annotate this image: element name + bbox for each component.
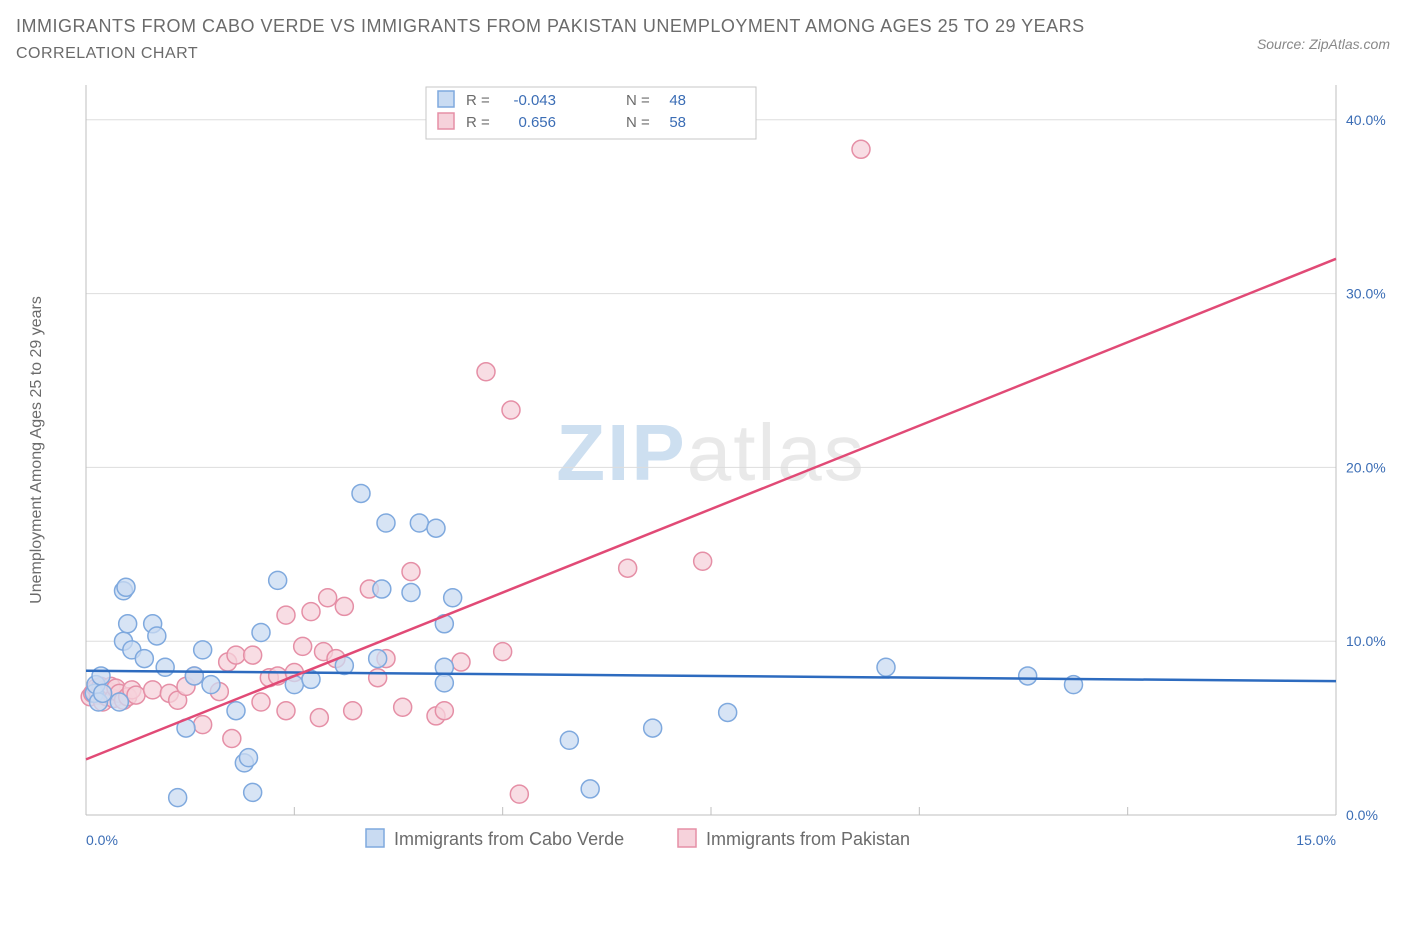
chart-title: IMMIGRANTS FROM CABO VERDE VS IMMIGRANTS… xyxy=(16,16,1085,37)
legend-r-label: R = xyxy=(466,114,490,131)
watermark: ZIPatlas xyxy=(556,408,865,497)
point-pakistan xyxy=(227,646,245,664)
point-pakistan xyxy=(435,702,453,720)
point-pakistan xyxy=(194,716,212,734)
point-pakistan xyxy=(402,563,420,581)
point-cabo_verde xyxy=(410,514,428,532)
point-cabo_verde xyxy=(427,519,445,537)
point-cabo_verde xyxy=(644,719,662,737)
legend-n-label: N = xyxy=(626,92,650,109)
legend-bottom-swatch-cabo_verde xyxy=(366,829,384,847)
point-cabo_verde xyxy=(117,578,135,596)
point-cabo_verde xyxy=(244,783,262,801)
point-cabo_verde xyxy=(240,749,258,767)
point-cabo_verde xyxy=(719,703,737,721)
legend-r-label: R = xyxy=(466,92,490,109)
point-pakistan xyxy=(502,401,520,419)
point-cabo_verde xyxy=(135,650,153,668)
point-cabo_verde xyxy=(444,589,462,607)
point-pakistan xyxy=(310,709,328,727)
source-credit: Source: ZipAtlas.com xyxy=(1257,36,1390,52)
point-cabo_verde xyxy=(156,658,174,676)
point-pakistan xyxy=(127,686,145,704)
point-pakistan xyxy=(477,363,495,381)
legend-bottom-label-pakistan: Immigrants from Pakistan xyxy=(706,829,910,849)
legend-r-value-pakistan: 0.656 xyxy=(518,114,556,131)
legend-swatch-cabo_verde xyxy=(438,91,454,107)
point-pakistan xyxy=(494,643,512,661)
legend-bottom-swatch-pakistan xyxy=(678,829,696,847)
chart-header: IMMIGRANTS FROM CABO VERDE VS IMMIGRANTS… xyxy=(16,16,1390,75)
point-cabo_verde xyxy=(227,702,245,720)
point-cabo_verde xyxy=(581,780,599,798)
point-cabo_verde xyxy=(194,641,212,659)
x-tick-label: 15.0% xyxy=(1296,832,1336,848)
point-cabo_verde xyxy=(560,731,578,749)
point-pakistan xyxy=(510,785,528,803)
point-pakistan xyxy=(294,637,312,655)
chart-subtitle: CORRELATION CHART xyxy=(16,45,1085,63)
point-pakistan xyxy=(244,646,262,664)
point-cabo_verde xyxy=(252,624,270,642)
point-cabo_verde xyxy=(877,658,895,676)
correlation-scatter-chart: ZIPatlas 0.0% 10.0% 20.0% 30.0% 40.0% 0.0% 15.0… xyxy=(16,75,1390,895)
legend-n-value-cabo_verde: 48 xyxy=(669,92,686,109)
point-cabo_verde xyxy=(185,667,203,685)
legend-r-value-cabo_verde: -0.043 xyxy=(513,92,556,109)
point-cabo_verde xyxy=(202,676,220,694)
point-cabo_verde xyxy=(148,627,166,645)
legend-n-value-pakistan: 58 xyxy=(669,114,686,131)
point-pakistan xyxy=(319,589,337,607)
point-cabo_verde xyxy=(119,615,137,633)
point-pakistan xyxy=(369,669,387,687)
point-pakistan xyxy=(223,730,241,748)
point-cabo_verde xyxy=(373,580,391,598)
point-pakistan xyxy=(335,597,353,615)
legend-swatch-pakistan xyxy=(438,113,454,129)
point-pakistan xyxy=(394,698,412,716)
point-pakistan xyxy=(302,603,320,621)
point-pakistan xyxy=(344,702,362,720)
x-tick-label: 0.0% xyxy=(86,832,118,848)
legend-n-label: N = xyxy=(626,114,650,131)
point-cabo_verde xyxy=(352,484,370,502)
point-cabo_verde xyxy=(169,789,187,807)
point-pakistan xyxy=(144,681,162,699)
legend-bottom-label-cabo_verde: Immigrants from Cabo Verde xyxy=(394,829,624,849)
point-pakistan xyxy=(252,693,270,711)
point-cabo_verde xyxy=(402,584,420,602)
y-tick-label: 20.0% xyxy=(1346,459,1386,475)
point-pakistan xyxy=(277,606,295,624)
y-tick-label: 0.0% xyxy=(1346,807,1378,823)
point-pakistan xyxy=(694,552,712,570)
point-pakistan xyxy=(277,702,295,720)
point-pakistan xyxy=(452,653,470,671)
point-cabo_verde xyxy=(94,684,112,702)
point-pakistan xyxy=(619,559,637,577)
y-tick-label: 40.0% xyxy=(1346,112,1386,128)
point-cabo_verde xyxy=(369,650,387,668)
y-tick-label: 10.0% xyxy=(1346,633,1386,649)
point-cabo_verde xyxy=(269,571,287,589)
point-pakistan xyxy=(852,140,870,158)
chart-svg: ZIPatlas 0.0% 10.0% 20.0% 30.0% 40.0% 0.0% 15.0… xyxy=(16,75,1390,895)
point-cabo_verde xyxy=(435,674,453,692)
y-axis-label: Unemployment Among Ages 25 to 29 years xyxy=(28,296,45,604)
point-cabo_verde xyxy=(110,693,128,711)
point-cabo_verde xyxy=(377,514,395,532)
y-tick-label: 30.0% xyxy=(1346,286,1386,302)
point-cabo_verde xyxy=(1019,667,1037,685)
